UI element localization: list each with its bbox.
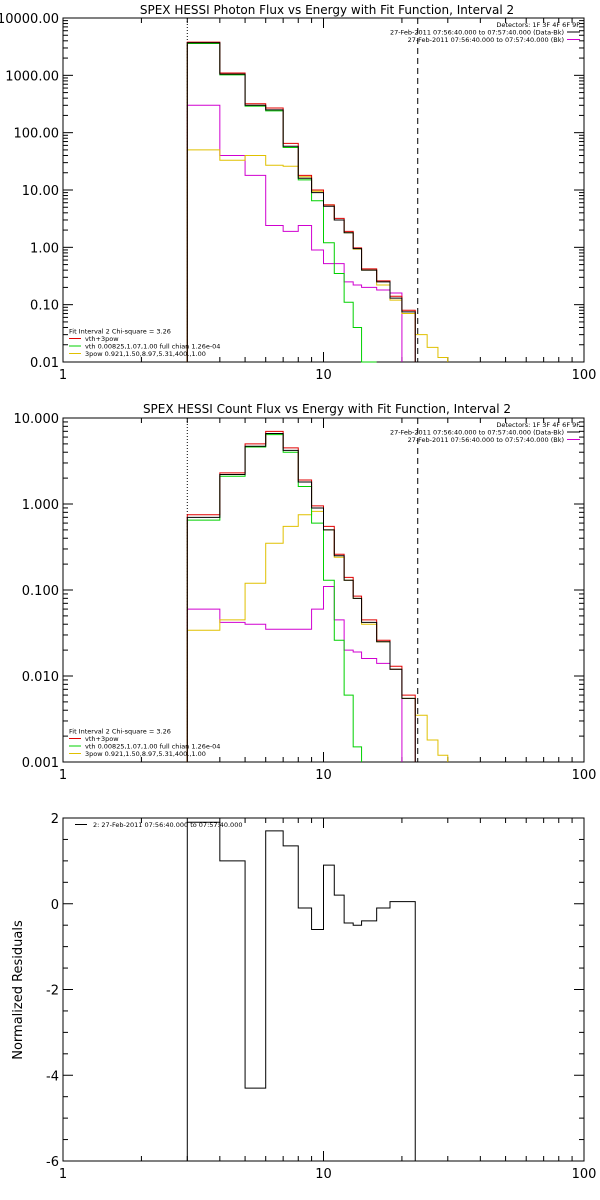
y-tick-label: 100.00 (14, 127, 60, 142)
y-tick-label: 0.10 (30, 299, 59, 314)
x-tick-label: 100 (572, 768, 597, 783)
series-data-line (186, 433, 416, 762)
legend-entry: 3pow 0.921,1.50,8.97,5.31,400.,1.00 (85, 750, 206, 758)
y-tick-label: 1000.00 (5, 69, 59, 84)
legend-entry: 27-Feb-2011 07:56:40.000 to 07:57:40.000… (390, 29, 564, 37)
legend-entry: 27-Feb-2011 07:56:40.000 to 07:57:40.000… (390, 429, 564, 437)
y-tick-label: -6 (46, 1155, 59, 1170)
legend-entry: vth+3pow (85, 735, 119, 743)
y-tick-label: -2 (46, 984, 59, 999)
x-tick-label: 1 (59, 768, 67, 783)
series-thermal-line (186, 42, 377, 363)
y-tick-label: 10.000 (14, 412, 60, 427)
residuals-legend: 2: 27-Feb-2011 07:56:40.000 to 07:57:40.… (75, 821, 242, 829)
photon-series-group (186, 41, 449, 363)
y-tick-label: 0.010 (22, 670, 59, 685)
x-tick-label: 10 (315, 768, 332, 783)
series-background-line (186, 585, 403, 762)
y-tick-label: 10000.00 (0, 12, 59, 27)
y-tick-label: 1.00 (30, 241, 59, 256)
series-total-line (186, 41, 416, 362)
y-tick-label: -4 (46, 1069, 59, 1084)
count-chart-title: SPEX HESSI Count Flux vs Energy with Fit… (143, 402, 511, 416)
residuals-series-group (186, 821, 416, 1161)
series-powerlaw-line (186, 149, 449, 362)
count-series-group (186, 430, 449, 762)
legend-entry: 27-Feb-2011 07:56:40.000 to 07:57:40.000… (408, 36, 564, 44)
x-tick-label: 10 (315, 368, 332, 383)
legend-entry: vth 0.00825,1.07,1.00 full chian 1.26e-0… (85, 343, 220, 351)
series-powerlaw-line (186, 510, 449, 762)
legend-entry: Fit Interval 2 Chi-square = 3.26 (69, 328, 171, 336)
legend-entry: Detectors: 1F 3F 4F 6F 9F (496, 421, 580, 429)
series-thermal-line (186, 434, 363, 762)
count-axis-ticks: 1 10 100 0.001 0.010 0.100 1.000 10.000 (14, 412, 597, 783)
legend-entry: vth+3pow (85, 335, 119, 343)
legend-entry: 27-Feb-2011 07:56:40.000 to 07:57:40.000… (408, 436, 564, 444)
x-tick-label: 1 (59, 368, 67, 383)
photon-chart-title: SPEX HESSI Photon Flux vs Energy with Fi… (140, 3, 514, 17)
count-flux-panel: SPEX HESSI Count Flux vs Energy with Fit… (14, 402, 597, 783)
series-total-line (186, 430, 416, 762)
y-tick-label: 0.100 (22, 584, 59, 599)
x-tick-label: 100 (572, 368, 597, 383)
x-tick-label: 1 (59, 1167, 67, 1182)
photon-axis-ticks: 1 10 100 0.01 0.10 1.00 10.00 100.00 1000.00 1000… (0, 12, 596, 383)
photon-reference-lines (186, 18, 419, 362)
y-tick-label: 0 (51, 898, 59, 913)
y-tick-label: 2 (51, 812, 59, 827)
x-tick-label: 100 (572, 1167, 597, 1182)
legend-entry: 2: 27-Feb-2011 07:56:40.000 to 07:57:40.… (93, 821, 242, 829)
residuals-axis-ticks: 1 10 100 -6 -4 -2 0 2 (46, 812, 596, 1182)
series-data-line (186, 42, 416, 362)
photon-legend-bottom: Fit Interval 2 Chi-square = 3.26vth+3pow… (69, 328, 220, 358)
legend-entry: vth 0.00825,1.07,1.00 full chian 1.26e-0… (85, 743, 220, 751)
series-data-line (186, 821, 416, 1161)
count-legend-bottom: Fit Interval 2 Chi-square = 3.26vth+3pow… (69, 728, 220, 758)
legend-entry: Fit Interval 2 Chi-square = 3.26 (69, 728, 171, 736)
y-tick-label: 1.000 (22, 498, 59, 513)
legend-entry: Detectors: 1F 3F 4F 6F 9F (496, 21, 580, 29)
legend-entry: 3pow 0.921,1.50,8.97,5.31,400.,1.00 (85, 350, 206, 358)
residuals-panel: Normalized Residuals 1 10 100 -6 -4 -2 0 2 2: 2… (11, 812, 596, 1182)
series-background-line (186, 104, 403, 362)
y-tick-label: 10.00 (22, 184, 59, 199)
count-reference-lines (186, 418, 419, 762)
residuals-y-axis-label: Normalized Residuals (11, 920, 26, 1060)
x-tick-label: 10 (315, 1167, 332, 1182)
photon-flux-panel: SPEX HESSI Photon Flux vs Energy with Fi… (0, 3, 596, 383)
y-tick-label: 0.01 (30, 356, 59, 371)
y-tick-label: 0.001 (22, 756, 59, 771)
